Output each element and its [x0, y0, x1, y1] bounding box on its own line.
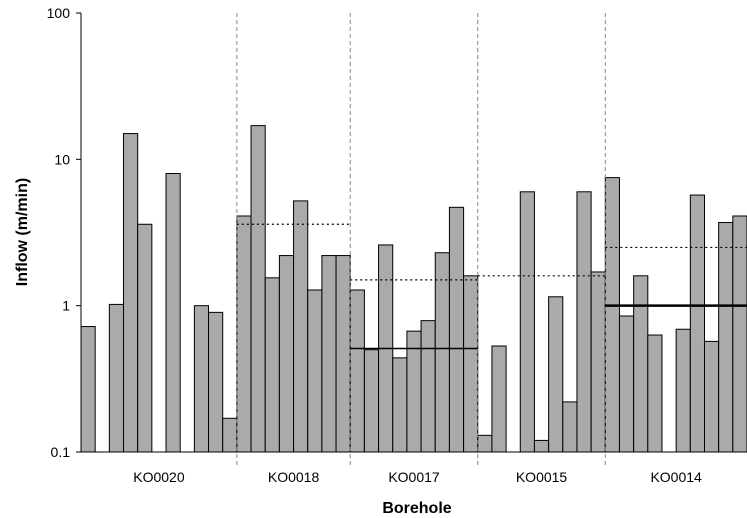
bar	[293, 200, 309, 453]
bar	[576, 191, 592, 453]
bar	[264, 277, 280, 453]
bar	[434, 252, 450, 453]
x-tick-label: KO0017	[388, 469, 440, 485]
bar	[633, 275, 649, 453]
bar	[448, 206, 465, 453]
bar	[533, 439, 550, 453]
x-tick-label: KO0015	[516, 469, 568, 485]
bar	[363, 349, 380, 453]
bar	[307, 289, 323, 453]
bar	[562, 401, 578, 453]
bar	[137, 223, 153, 453]
y-tick-label: 10	[54, 151, 70, 167]
y-axis: 0.1 1 10 100	[47, 5, 81, 460]
bar	[420, 320, 436, 453]
bar	[491, 345, 507, 453]
bar	[392, 357, 408, 453]
bar	[193, 305, 210, 453]
bar	[123, 133, 139, 453]
bar	[278, 255, 295, 453]
bar	[675, 328, 691, 453]
bar	[80, 326, 96, 453]
bar	[689, 194, 705, 453]
y-tick-label: 0.1	[51, 444, 71, 460]
bar	[477, 434, 493, 453]
plot-area	[80, 13, 747, 466]
bar	[703, 340, 720, 453]
bar	[732, 215, 747, 453]
bar	[222, 417, 238, 453]
y-tick-label: 100	[47, 5, 71, 21]
x-tick-label: KO0014	[650, 469, 702, 485]
bar	[548, 296, 564, 453]
bar	[463, 275, 479, 453]
y-tick-label: 1	[62, 298, 70, 314]
y-axis-title: Inflow (m/min)	[14, 178, 31, 286]
bar	[335, 255, 351, 453]
bar	[590, 271, 606, 453]
bar	[406, 330, 422, 453]
bar	[647, 334, 663, 453]
bar	[250, 125, 266, 453]
bar	[208, 311, 224, 453]
x-axis-title: Borehole	[382, 500, 451, 517]
bar	[618, 315, 635, 453]
bar	[718, 222, 734, 453]
x-tick-label: KO0020	[133, 469, 185, 485]
bar	[604, 177, 620, 453]
x-axis: KO0020 KO0018 KO0017 KO0015 KO0014	[133, 469, 702, 485]
bar	[321, 255, 337, 453]
bar	[108, 303, 125, 453]
bar	[165, 173, 181, 453]
bar	[519, 191, 535, 453]
bar	[236, 215, 252, 453]
bar	[349, 289, 365, 453]
x-tick-label: KO0018	[268, 469, 320, 485]
